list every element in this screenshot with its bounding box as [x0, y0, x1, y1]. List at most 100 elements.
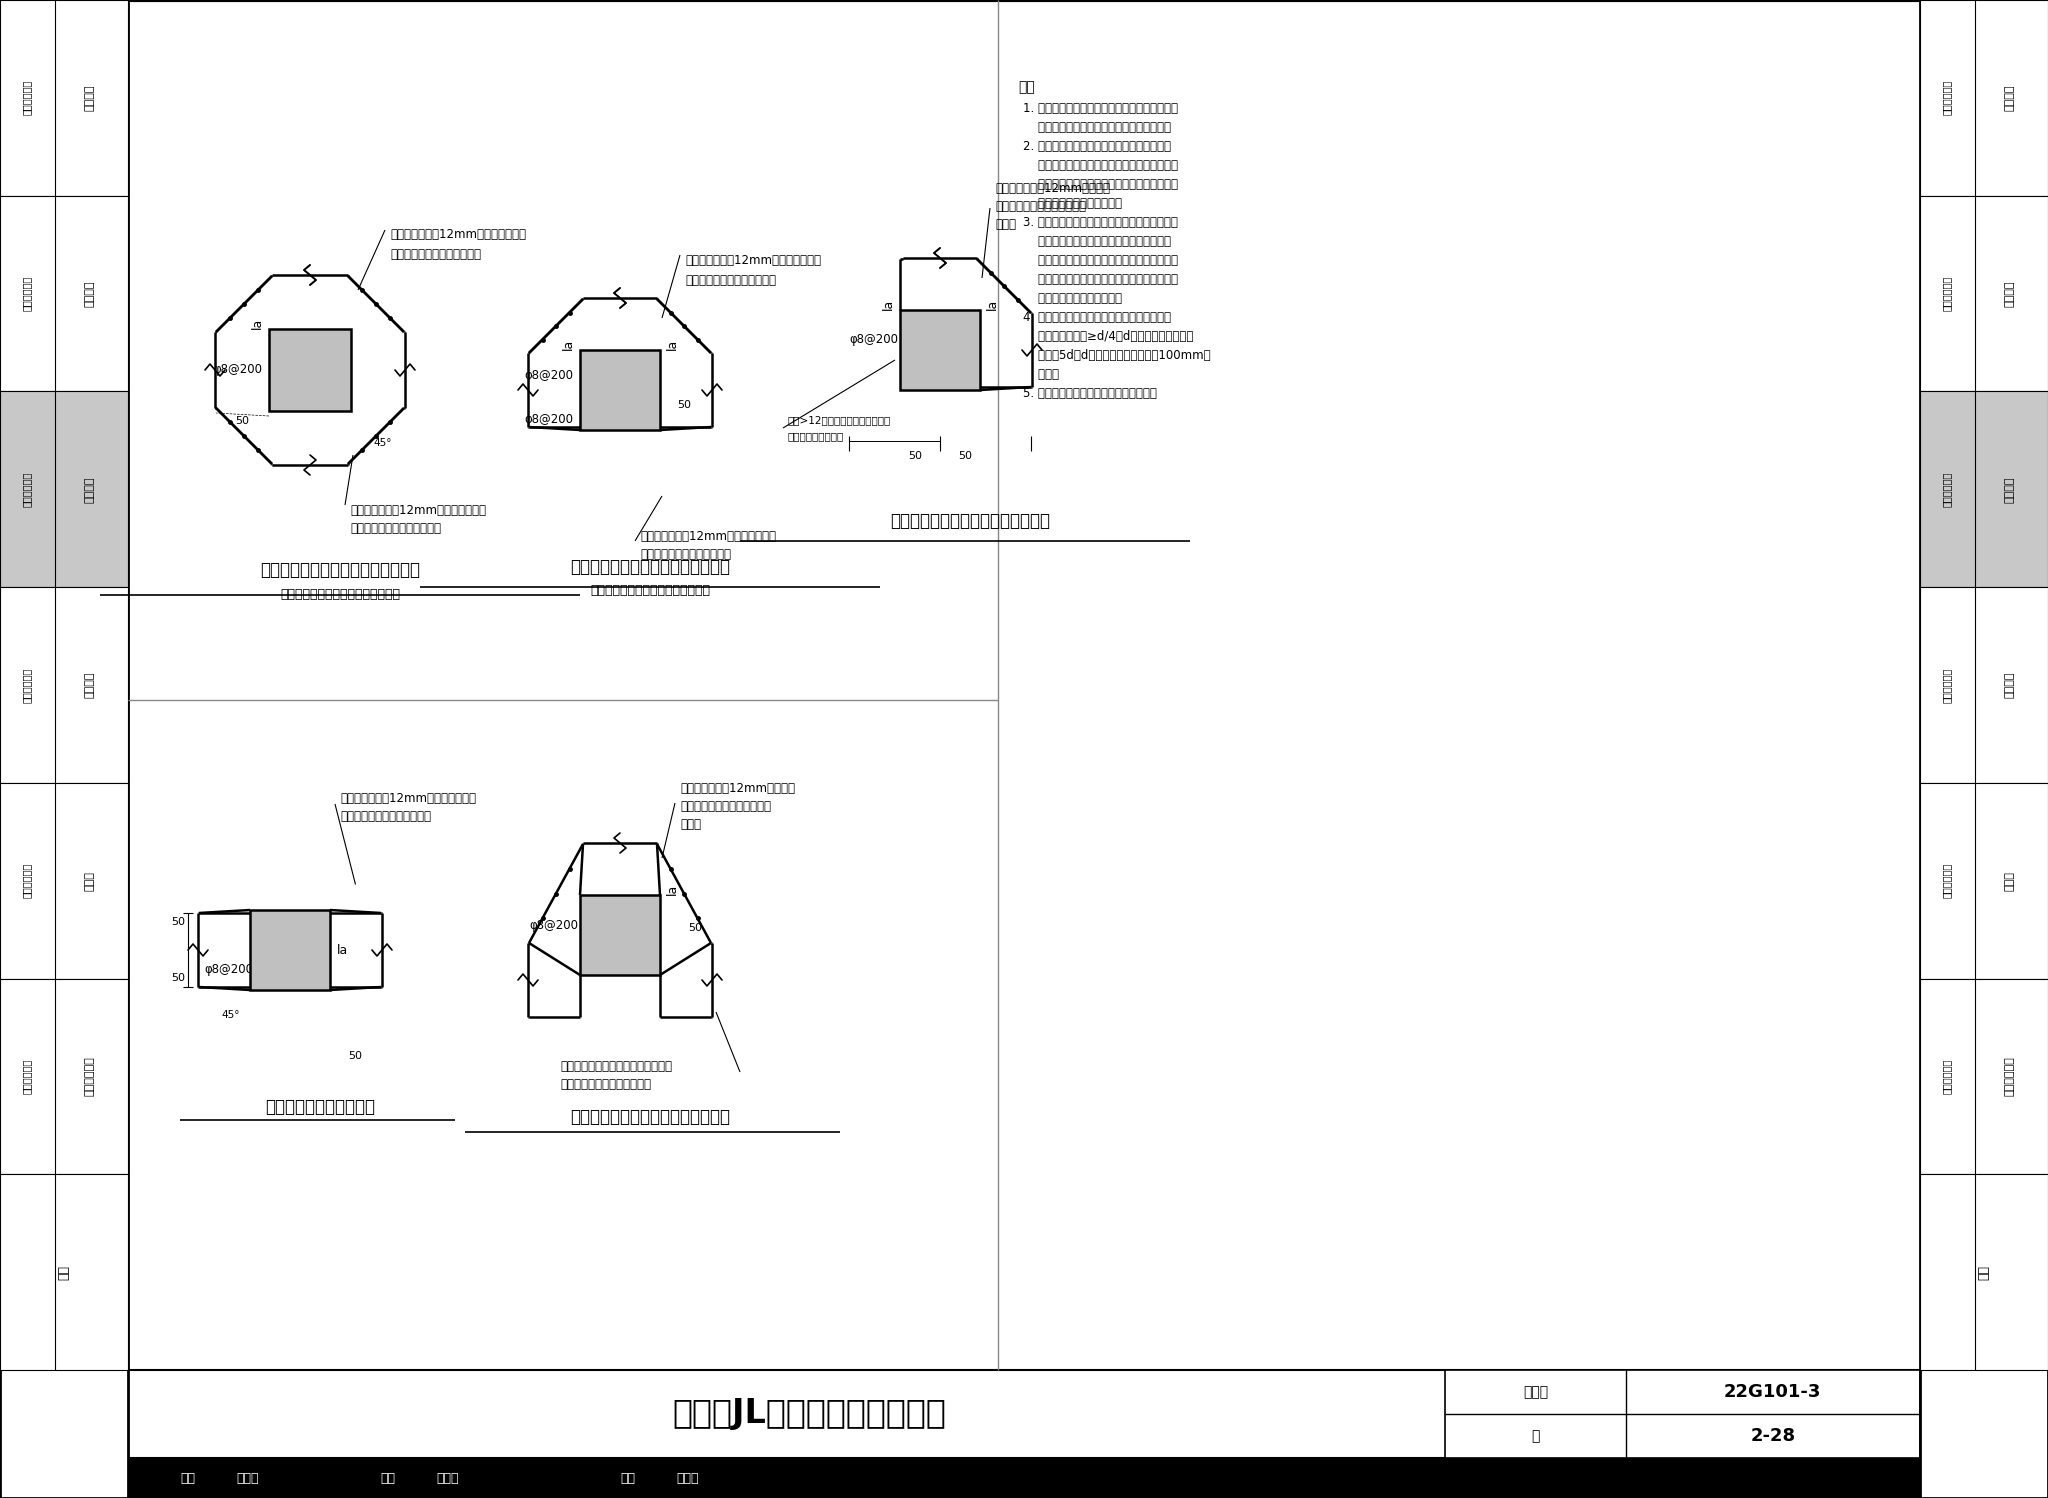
Text: 2-28: 2-28 — [1751, 1428, 1796, 1446]
Text: φ8@200: φ8@200 — [205, 963, 254, 977]
Bar — [0, 0, 127, 196]
Text: 十字交叉基础梁与柱结合部侧腋构造: 十字交叉基础梁与柱结合部侧腋构造 — [260, 560, 420, 580]
Text: 大于或等于基础梁角部纵筋最大直径: 大于或等于基础梁角部纵筋最大直径 — [559, 1061, 672, 1074]
Bar — [268, 330, 350, 410]
Text: 直径，间距与柱箍筋间距相同: 直径，间距与柱箍筋间距相同 — [684, 274, 776, 286]
Text: 梁包柱侧腋顶面应与较高基础梁的梁顶面一: 梁包柱侧腋顶面应与较高基础梁的梁顶面一 — [1024, 235, 1171, 249]
Bar — [0, 783, 127, 978]
Bar — [127, 1371, 1921, 1458]
Bar — [1921, 0, 2048, 196]
Text: （各边侧腋宽出尺寸与配筋均相同）: （各边侧腋宽出尺寸与配筋均相同） — [590, 584, 711, 596]
Text: φ8@200: φ8@200 — [213, 364, 262, 376]
Text: 45°: 45° — [221, 1011, 240, 1020]
Text: 50: 50 — [170, 917, 184, 927]
Text: 柱箍筋直径，间距与柱箍筋间: 柱箍筋直径，间距与柱箍筋间 — [995, 199, 1085, 213]
Text: 桩基础: 桩基础 — [2005, 870, 2015, 891]
Text: 标准构造详图: 标准构造详图 — [1942, 1059, 1952, 1094]
Text: 标准构造详图: 标准构造详图 — [1942, 668, 1952, 703]
Text: 50: 50 — [958, 451, 973, 461]
Bar — [127, 1458, 1921, 1498]
Text: φ8@200: φ8@200 — [528, 918, 578, 932]
Text: 直径，间距与柱箍筋间距相同: 直径，间距与柱箍筋间距相同 — [389, 249, 481, 262]
Text: 直径大于或等于12mm且不小于柱箍筋: 直径大于或等于12mm且不小于柱箍筋 — [340, 792, 475, 806]
Text: la: la — [666, 884, 678, 894]
Bar — [0, 196, 127, 391]
Text: 筏形基础: 筏形基础 — [2005, 671, 2015, 698]
Text: 柱箍筋直径，间距与柱箍筋间: 柱箍筋直径，间距与柱箍筋间 — [680, 800, 770, 812]
Text: 标准构造详图: 标准构造详图 — [23, 276, 33, 312]
Text: 时，应满足直径≥d/4（d为纵筋最大直径），: 时，应满足直径≥d/4（d为纵筋最大直径）， — [1024, 330, 1194, 343]
Text: 直径大于或等于12mm且不小于: 直径大于或等于12mm且不小于 — [995, 181, 1110, 195]
Text: 距与柱箍筋间距相同: 距与柱箍筋间距相同 — [788, 431, 844, 440]
Text: 标准构造详图: 标准构造详图 — [23, 1059, 33, 1094]
Bar — [0, 587, 127, 783]
Text: 直径大于或等于12mm且不小于柱箍筋: 直径大于或等于12mm且不小于柱箍筋 — [639, 529, 776, 542]
Text: 2. 当基础梁与柱等宽，或柱与梁的某一侧面相: 2. 当基础梁与柱等宽，或柱与梁的某一侧面相 — [1024, 139, 1171, 153]
Text: φ8@200: φ8@200 — [524, 369, 573, 382]
Text: 附录: 附录 — [57, 1264, 70, 1279]
Text: 标准构造详图: 标准构造详图 — [23, 668, 33, 703]
Text: 一般构造: 一般构造 — [86, 84, 94, 111]
Text: 梁包柱侧腋构造进行施工。: 梁包柱侧腋构造进行施工。 — [1024, 292, 1122, 306]
Bar — [0, 978, 127, 1174]
Text: la: la — [336, 944, 348, 957]
Text: 黄志刚: 黄志刚 — [238, 1471, 260, 1485]
Text: 基础梁偏心穿柱与柱结合部侧腋构造: 基础梁偏心穿柱与柱结合部侧腋构造 — [569, 1109, 729, 1126]
Bar — [580, 894, 659, 975]
Text: 导致直通交叉遇阻情况，此时应适当调整基础: 导致直通交叉遇阻情况，此时应适当调整基础 — [1024, 178, 1178, 192]
Bar — [580, 351, 659, 430]
Text: 22G101-3: 22G101-3 — [1724, 1383, 1821, 1401]
Text: 5. 本页构造同时适用于梁板式筏形基础。: 5. 本页构造同时适用于梁板式筏形基础。 — [1024, 386, 1157, 400]
Text: la: la — [250, 318, 264, 328]
Bar — [0, 1174, 127, 1371]
Text: 校对: 校对 — [381, 1471, 395, 1485]
Text: 条形基础: 条形基础 — [86, 476, 94, 502]
Text: 50: 50 — [170, 974, 184, 983]
Text: 注：: 注： — [1018, 79, 1034, 94]
Text: 直径，间距与柱箍筋间距相同: 直径，间距与柱箍筋间距相同 — [639, 547, 731, 560]
Text: 直径大于或等于12mm且不小于: 直径大于或等于12mm且不小于 — [680, 782, 795, 794]
Text: 直径，间距与柱箍筋间距相同: 直径，间距与柱箍筋间距相同 — [350, 521, 440, 535]
Text: 基础相关构造: 基础相关构造 — [86, 1056, 94, 1097]
Text: la: la — [561, 339, 575, 349]
Text: 标准构造详图: 标准构造详图 — [23, 472, 33, 506]
Text: 标准构造详图: 标准构造详图 — [23, 81, 33, 115]
Text: 50: 50 — [678, 400, 690, 410]
Text: φ8@200: φ8@200 — [850, 334, 897, 346]
Text: 直径>12且不小于柱箍筋直径，间: 直径>12且不小于柱箍筋直径，间 — [788, 415, 891, 425]
Bar — [0, 391, 127, 587]
Bar — [899, 310, 981, 389]
Text: 距相同: 距相同 — [680, 818, 700, 830]
Text: 标准构造详图: 标准构造详图 — [1942, 81, 1952, 115]
Text: 标准构造详图: 标准构造详图 — [23, 863, 33, 899]
Text: 刘国辉: 刘国辉 — [436, 1471, 459, 1485]
Text: 图集号: 图集号 — [1524, 1386, 1548, 1399]
Text: 45°: 45° — [373, 437, 391, 448]
Bar — [1446, 1371, 1921, 1458]
Text: 50: 50 — [907, 451, 922, 461]
Text: la: la — [985, 298, 999, 310]
Text: 一般构造: 一般构造 — [2005, 84, 2015, 111]
Text: 标准构造详图: 标准构造详图 — [1942, 472, 1952, 506]
Text: 丁字交叉基础梁与柱结合部侧腋构造: 丁字交叉基础梁与柱结合部侧腋构造 — [569, 557, 729, 577]
Text: 4. 当侧腋水平钢筋作为柱纵筋锚固区横向钢筋: 4. 当侧腋水平钢筋作为柱纵筋锚固区横向钢筋 — [1024, 312, 1171, 324]
Bar — [1921, 978, 2048, 1174]
Text: 筏形基础: 筏形基础 — [86, 671, 94, 698]
Text: 50: 50 — [688, 923, 702, 933]
Text: 条形基础: 条形基础 — [2005, 476, 2015, 502]
Text: 间距＜5d（d为纵筋最小直径）且＜100mm的: 间距＜5d（d为纵筋最小直径）且＜100mm的 — [1024, 349, 1210, 363]
Text: la: la — [881, 298, 895, 310]
Text: 无外伸基础梁与角柱结合部侧腋构造: 无外伸基础梁与角柱结合部侧腋构造 — [891, 512, 1051, 530]
Text: 附录: 附录 — [1978, 1264, 1991, 1279]
Text: 平（即在同一平面上），侧腋顶面至较低梁顶: 平（即在同一平面上），侧腋顶面至较低梁顶 — [1024, 255, 1178, 267]
Text: 页: 页 — [1532, 1429, 1540, 1443]
Text: 梁宽度使柱纵筋直通锚固。: 梁宽度使柱纵筋直通锚固。 — [1024, 198, 1122, 210]
Text: （各边侧腋宽出尺寸与配筋均相同）: （各边侧腋宽出尺寸与配筋均相同） — [281, 589, 399, 602]
Text: 独立基础: 独立基础 — [2005, 280, 2015, 307]
Bar — [1921, 391, 2048, 587]
Text: （柱外侧纵筋在梁角筋内侧）: （柱外侧纵筋在梁角筋内侧） — [559, 1079, 651, 1092]
Text: 距相同: 距相同 — [995, 217, 1016, 231]
Text: 要求。: 要求。 — [1024, 369, 1059, 380]
Text: 3. 当柱与基础梁结合部位的梁顶面高度不同时，: 3. 当柱与基础梁结合部位的梁顶面高度不同时， — [1024, 216, 1178, 229]
Text: la: la — [666, 339, 678, 349]
